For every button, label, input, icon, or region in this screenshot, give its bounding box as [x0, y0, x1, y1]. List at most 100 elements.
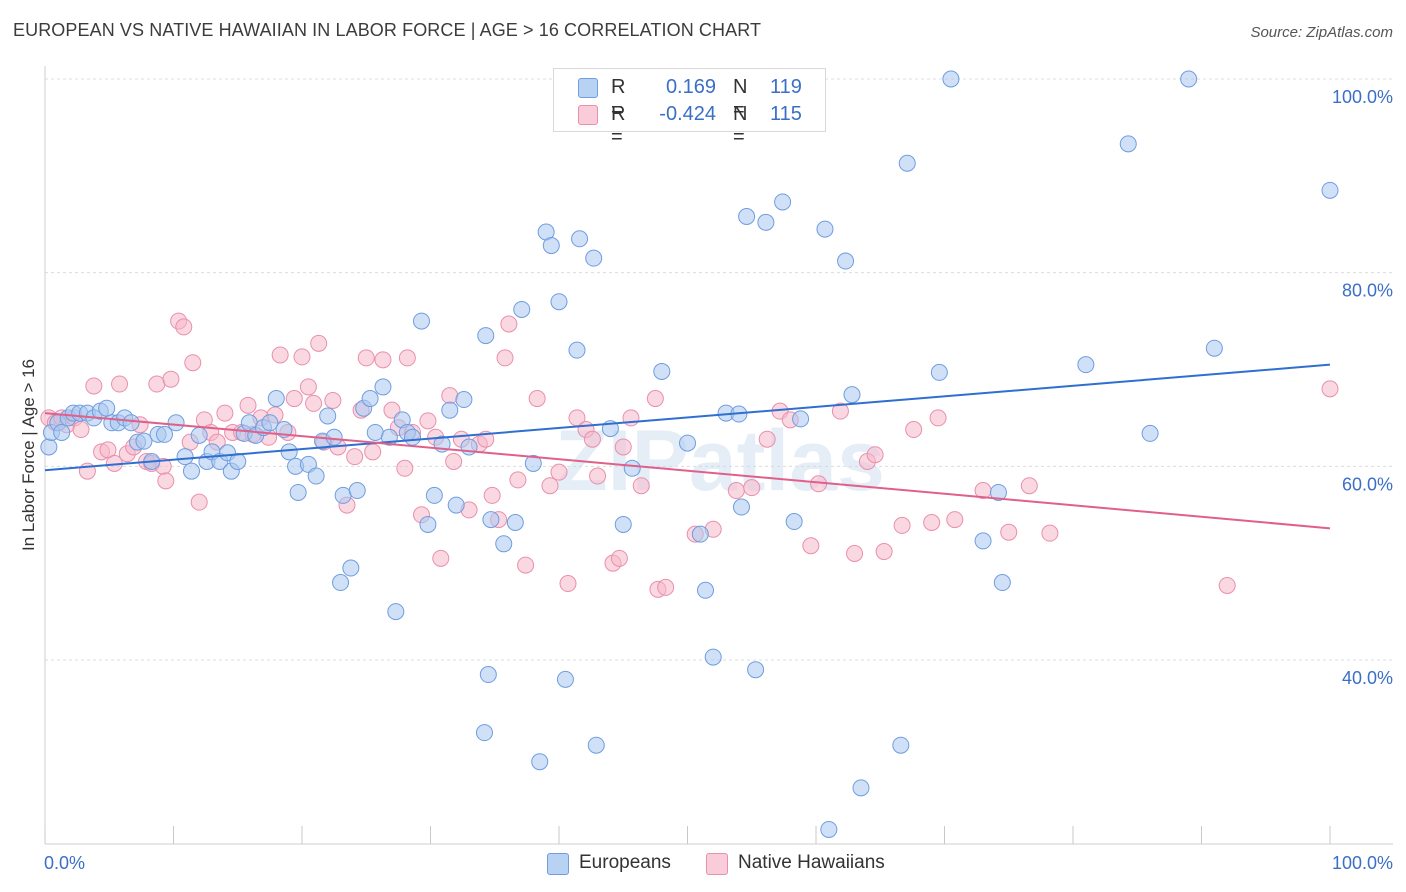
europeans-point [482, 511, 500, 529]
native-hawaiians-swatch [578, 105, 598, 125]
europeans-point [98, 399, 116, 417]
native-hawaiians-point [528, 390, 546, 408]
europeans-point [732, 498, 750, 516]
europeans-point [1077, 356, 1095, 374]
trend-lines [44, 363, 1331, 530]
europeans-point [361, 390, 379, 408]
europeans-point [122, 414, 140, 432]
native-hawaiians-point [305, 394, 323, 412]
native-hawaiians-point [929, 409, 947, 427]
europeans-point [366, 423, 384, 441]
native-hawaiians-point [441, 387, 459, 405]
europeans-point [774, 193, 792, 211]
native-hawaiians-point [1321, 380, 1339, 398]
native-hawaiians-point [419, 412, 437, 430]
native-hawaiians-point [866, 446, 884, 464]
native-hawaiians-point [271, 346, 289, 364]
native-hawaiians-point [559, 575, 577, 593]
europeans-point [334, 486, 352, 504]
native-hawaiians-point [239, 396, 257, 414]
native-hawaiians-point [396, 459, 414, 477]
native-hawaiians-point [346, 448, 364, 466]
europeans-point [1321, 181, 1339, 199]
europeans-point [261, 414, 279, 432]
native-hawaiians-point [148, 375, 166, 393]
native-hawaiians-point [1000, 523, 1018, 541]
native-hawaiians-point [175, 318, 193, 336]
native-hawaiians-point [743, 479, 761, 497]
y-tick-label: 60.0% [1342, 474, 1393, 494]
native-hawaiians-point [285, 390, 303, 408]
r-label: R = [611, 103, 626, 148]
europeans-point [319, 407, 337, 425]
x-tick-label: 0.0% [44, 853, 85, 873]
europeans-point [190, 426, 208, 444]
europeans-point [531, 753, 549, 771]
native-hawaiians-point [72, 421, 90, 439]
native-hawaiians-point [500, 315, 518, 333]
y-tick-label: 80.0% [1342, 281, 1393, 301]
native-hawaiians-point [364, 443, 382, 461]
europeans-point [1180, 70, 1198, 88]
europeans-point [413, 312, 431, 330]
native-hawaiians-point [583, 430, 601, 448]
europeans-point [747, 661, 765, 679]
native-hawaiians-point [111, 375, 129, 393]
europeans-point [738, 208, 756, 226]
europeans-point [477, 327, 495, 345]
native-hawaiians-point [946, 511, 964, 529]
europeans-point [704, 648, 722, 666]
native-hawaiians-point [893, 516, 911, 534]
r-label: R = [611, 76, 626, 121]
europeans-points [40, 70, 1339, 838]
europeans-point [785, 513, 803, 531]
europeans-point [156, 425, 174, 443]
europeans-point [513, 300, 531, 318]
europeans-point [792, 410, 810, 428]
europeans-point [289, 483, 307, 501]
europeans-point [696, 581, 714, 599]
source-note: Source: ZipAtlas.com [1250, 24, 1393, 41]
europeans-point [757, 213, 775, 231]
tick-labels: 40.0% 60.0% 80.0% 100.0% 0.0% 100.0% [44, 87, 1393, 873]
native-hawaiians-point [190, 493, 208, 511]
europeans-point [53, 423, 71, 441]
europeans-point [837, 252, 855, 270]
native-hawaiians-point [646, 390, 664, 408]
n-label: N = [733, 76, 748, 121]
europeans-point [419, 515, 437, 533]
native-hawaiians-point [610, 549, 628, 567]
native-hawaiians-point [541, 477, 559, 495]
native-hawaiians-point [216, 404, 234, 422]
native-hawaiians-point [657, 578, 675, 596]
native-hawaiians-point [802, 537, 820, 555]
native-hawaiians-point [432, 549, 450, 567]
europeans-point [280, 443, 298, 461]
europeans-point [167, 414, 185, 432]
europeans-point [550, 293, 568, 311]
europeans-swatch [578, 78, 598, 98]
europeans-point [348, 482, 366, 500]
axes [44, 66, 1393, 845]
europeans-point [898, 154, 916, 172]
europeans-point [568, 341, 586, 359]
europeans-point [135, 432, 153, 450]
x-tick-label: 100.0% [1332, 853, 1393, 873]
europeans-point [691, 525, 709, 543]
europeans-point [332, 574, 350, 592]
europeans-trend-line [44, 363, 1331, 472]
native-hawaiians-point [614, 438, 632, 456]
europeans-point [942, 70, 960, 88]
native-hawaiians-point [157, 472, 175, 490]
native-hawaiians-point [632, 477, 650, 495]
native-hawaiians-point [1041, 524, 1059, 542]
europeans-point [989, 483, 1007, 501]
europeans-point [1205, 339, 1223, 357]
europeans-point [892, 736, 910, 754]
n-value: 119 [770, 76, 802, 98]
grid-lines [45, 78, 1393, 661]
europeans-point [974, 532, 992, 550]
europeans-point [229, 453, 247, 470]
r-value: -0.424 [659, 103, 716, 125]
stats-legend: R = 0.169 N = 119 R = -0.424 N = 115 [553, 68, 826, 148]
